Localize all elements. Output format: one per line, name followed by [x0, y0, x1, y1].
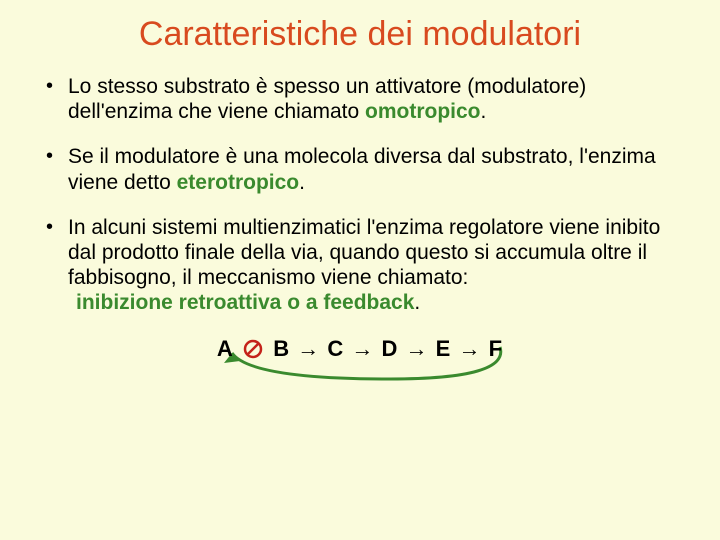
bullet-post: . — [299, 171, 305, 194]
node: F — [489, 336, 503, 361]
pathway-diagram: A B → C → D → E → F — [40, 336, 680, 406]
node: C — [327, 336, 344, 361]
arrow: → — [406, 336, 429, 361]
bullet-post: . — [481, 100, 487, 123]
arrow: → — [297, 336, 320, 361]
arrow: → — [351, 336, 374, 361]
arrow: → — [458, 336, 481, 361]
bullet-item: Se il modulatore è una molecola diversa … — [40, 144, 680, 194]
bullet-bold: omotropico — [365, 100, 481, 123]
slide-title: Caratteristiche dei modulatori — [40, 15, 680, 54]
node: D — [382, 336, 399, 361]
bullet-bold: inibizione retroattiva o a feedback — [76, 291, 414, 314]
bullet-post: . — [414, 291, 420, 314]
bullet-text: Lo stesso substrato è spesso un attivato… — [68, 75, 586, 123]
bullet-item: In alcuni sistemi multienzimatici l'enzi… — [40, 215, 680, 316]
inhibit-icon — [242, 338, 264, 360]
node: E — [436, 336, 452, 361]
bullet-text: Se il modulatore è una molecola diversa … — [68, 145, 656, 193]
pathway-text: A B → C → D → E → F — [217, 336, 503, 361]
node: A — [217, 336, 233, 361]
bullet-list: Lo stesso substrato è spesso un attivato… — [40, 74, 680, 316]
bullet-text: In alcuni sistemi multienzimatici l'enzi… — [68, 216, 660, 289]
bullet-bold: eterotropico — [177, 171, 300, 194]
bullet-item: Lo stesso substrato è spesso un attivato… — [40, 74, 680, 124]
node: B — [273, 336, 290, 361]
